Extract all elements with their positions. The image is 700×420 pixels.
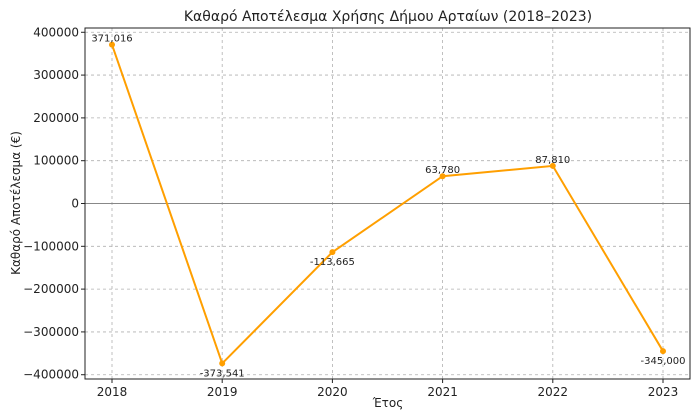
- data-point: [660, 348, 666, 355]
- x-axis-label: Έτος: [372, 396, 404, 410]
- y-ticks: 400000 300000 200000 100000 0 −100000 −200000 −…: [23, 25, 85, 382]
- data-point: [549, 162, 556, 169]
- series-line: [111, 44, 664, 366]
- data-label: 371,016: [91, 34, 132, 45]
- y-tick-label: −100000: [23, 239, 79, 253]
- data-label: 87,810: [535, 155, 570, 166]
- y-tick-label: 0: [71, 197, 79, 211]
- data-label: -373,541: [200, 368, 245, 379]
- data-label: -345,000: [641, 356, 686, 367]
- x-tick-label: 2020: [317, 385, 348, 399]
- series: 371,016 -373,541 -113,665 63,780 87,810 -345,…: [91, 34, 685, 380]
- x-ticks: 2018 2019 2020 2021 2022 2023: [97, 379, 679, 399]
- data-point: [109, 41, 115, 48]
- data-label: 63,780: [425, 165, 460, 176]
- y-tick-label: 200000: [33, 111, 79, 125]
- y-tick-label: 300000: [33, 68, 79, 82]
- y-axis-label: Καθαρό Αποτέλεσμα (€): [9, 131, 23, 275]
- data-point: [439, 173, 446, 180]
- x-tick-label: 2021: [427, 385, 458, 399]
- x-tick-label: 2019: [207, 385, 238, 399]
- y-tick-label: −300000: [23, 325, 79, 339]
- y-tick-label: 100000: [33, 154, 79, 168]
- x-tick-label: 2018: [97, 385, 128, 399]
- y-tick-label: −200000: [23, 282, 79, 296]
- y-tick-label: 400000: [33, 25, 79, 39]
- data-point: [329, 249, 336, 256]
- data-label: -113,665: [310, 257, 355, 268]
- x-tick-label: 2022: [538, 385, 569, 399]
- y-tick-label: −400000: [23, 368, 79, 382]
- data-point: [219, 360, 226, 367]
- chart-title: Καθαρό Αποτέλεσμα Χρήσης Δήμου Αρταίων (…: [184, 9, 592, 25]
- x-tick-label: 2023: [648, 385, 679, 399]
